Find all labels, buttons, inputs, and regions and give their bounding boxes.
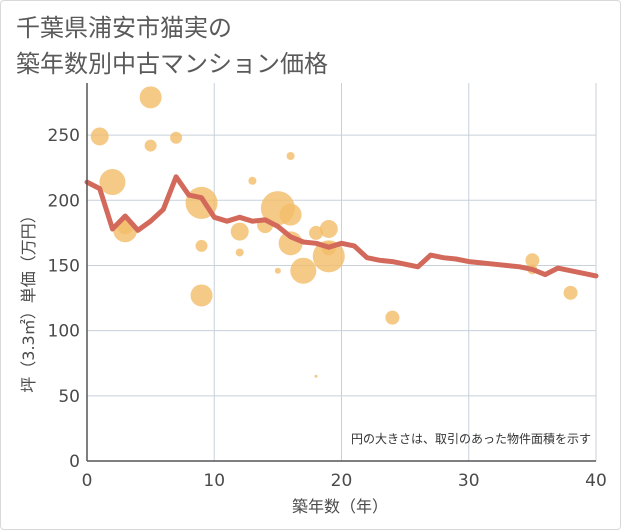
bubble-point: [525, 253, 540, 268]
bubble-point: [144, 139, 157, 152]
x-tick-label: 40: [585, 471, 607, 491]
bubble-point: [314, 374, 318, 378]
bubble-point: [90, 127, 109, 146]
size-note: 円の大きさは、取引のあった物件面積を示す: [351, 431, 591, 446]
x-axis-title: 築年数（年）: [292, 497, 388, 516]
y-tick-label: 200: [48, 191, 80, 211]
bubble-point: [563, 285, 578, 300]
bubble-point: [195, 239, 208, 252]
chart-title-line2: 築年数別中古マンション価格: [16, 50, 328, 78]
bubble-point: [385, 310, 400, 325]
y-tick-label: 50: [58, 387, 80, 407]
bubble-point: [286, 151, 295, 160]
bubble-point: [170, 131, 183, 144]
y-tick-label: 150: [48, 256, 80, 276]
bubble-point: [312, 240, 345, 273]
bubble-point: [309, 225, 324, 240]
chart-title-line1: 千葉県浦安市猫実の: [16, 14, 232, 42]
y-tick-label: 250: [48, 126, 80, 146]
x-tick-label: 30: [458, 471, 480, 491]
bubble-point: [290, 257, 317, 284]
y-tick-label: 100: [48, 322, 80, 342]
y-axis-title: 坪（3.3㎡）単価（万円）: [19, 207, 38, 392]
bubble-point: [274, 267, 281, 274]
bubble-point: [190, 284, 213, 307]
bubble-point: [319, 219, 338, 238]
axes: [86, 83, 596, 462]
bubble-point: [139, 86, 162, 109]
x-tick-label: 20: [331, 471, 353, 491]
y-tick-label: 0: [69, 452, 80, 472]
bubble-point: [230, 222, 249, 241]
bubble-point: [235, 248, 244, 257]
chart-title: 千葉県浦安市猫実の 築年数別中古マンション価格: [16, 10, 328, 82]
average-price-line: [84, 174, 599, 279]
tick-labels: 0 50 100 150 200 250 0 10 20 30 40: [48, 126, 607, 491]
x-tick-label: 10: [203, 471, 225, 491]
line-layer: [84, 174, 599, 279]
bubble-point: [279, 203, 302, 226]
bubble-point: [248, 176, 257, 185]
bubble-point: [99, 169, 126, 196]
x-tick-label: 0: [82, 471, 93, 491]
